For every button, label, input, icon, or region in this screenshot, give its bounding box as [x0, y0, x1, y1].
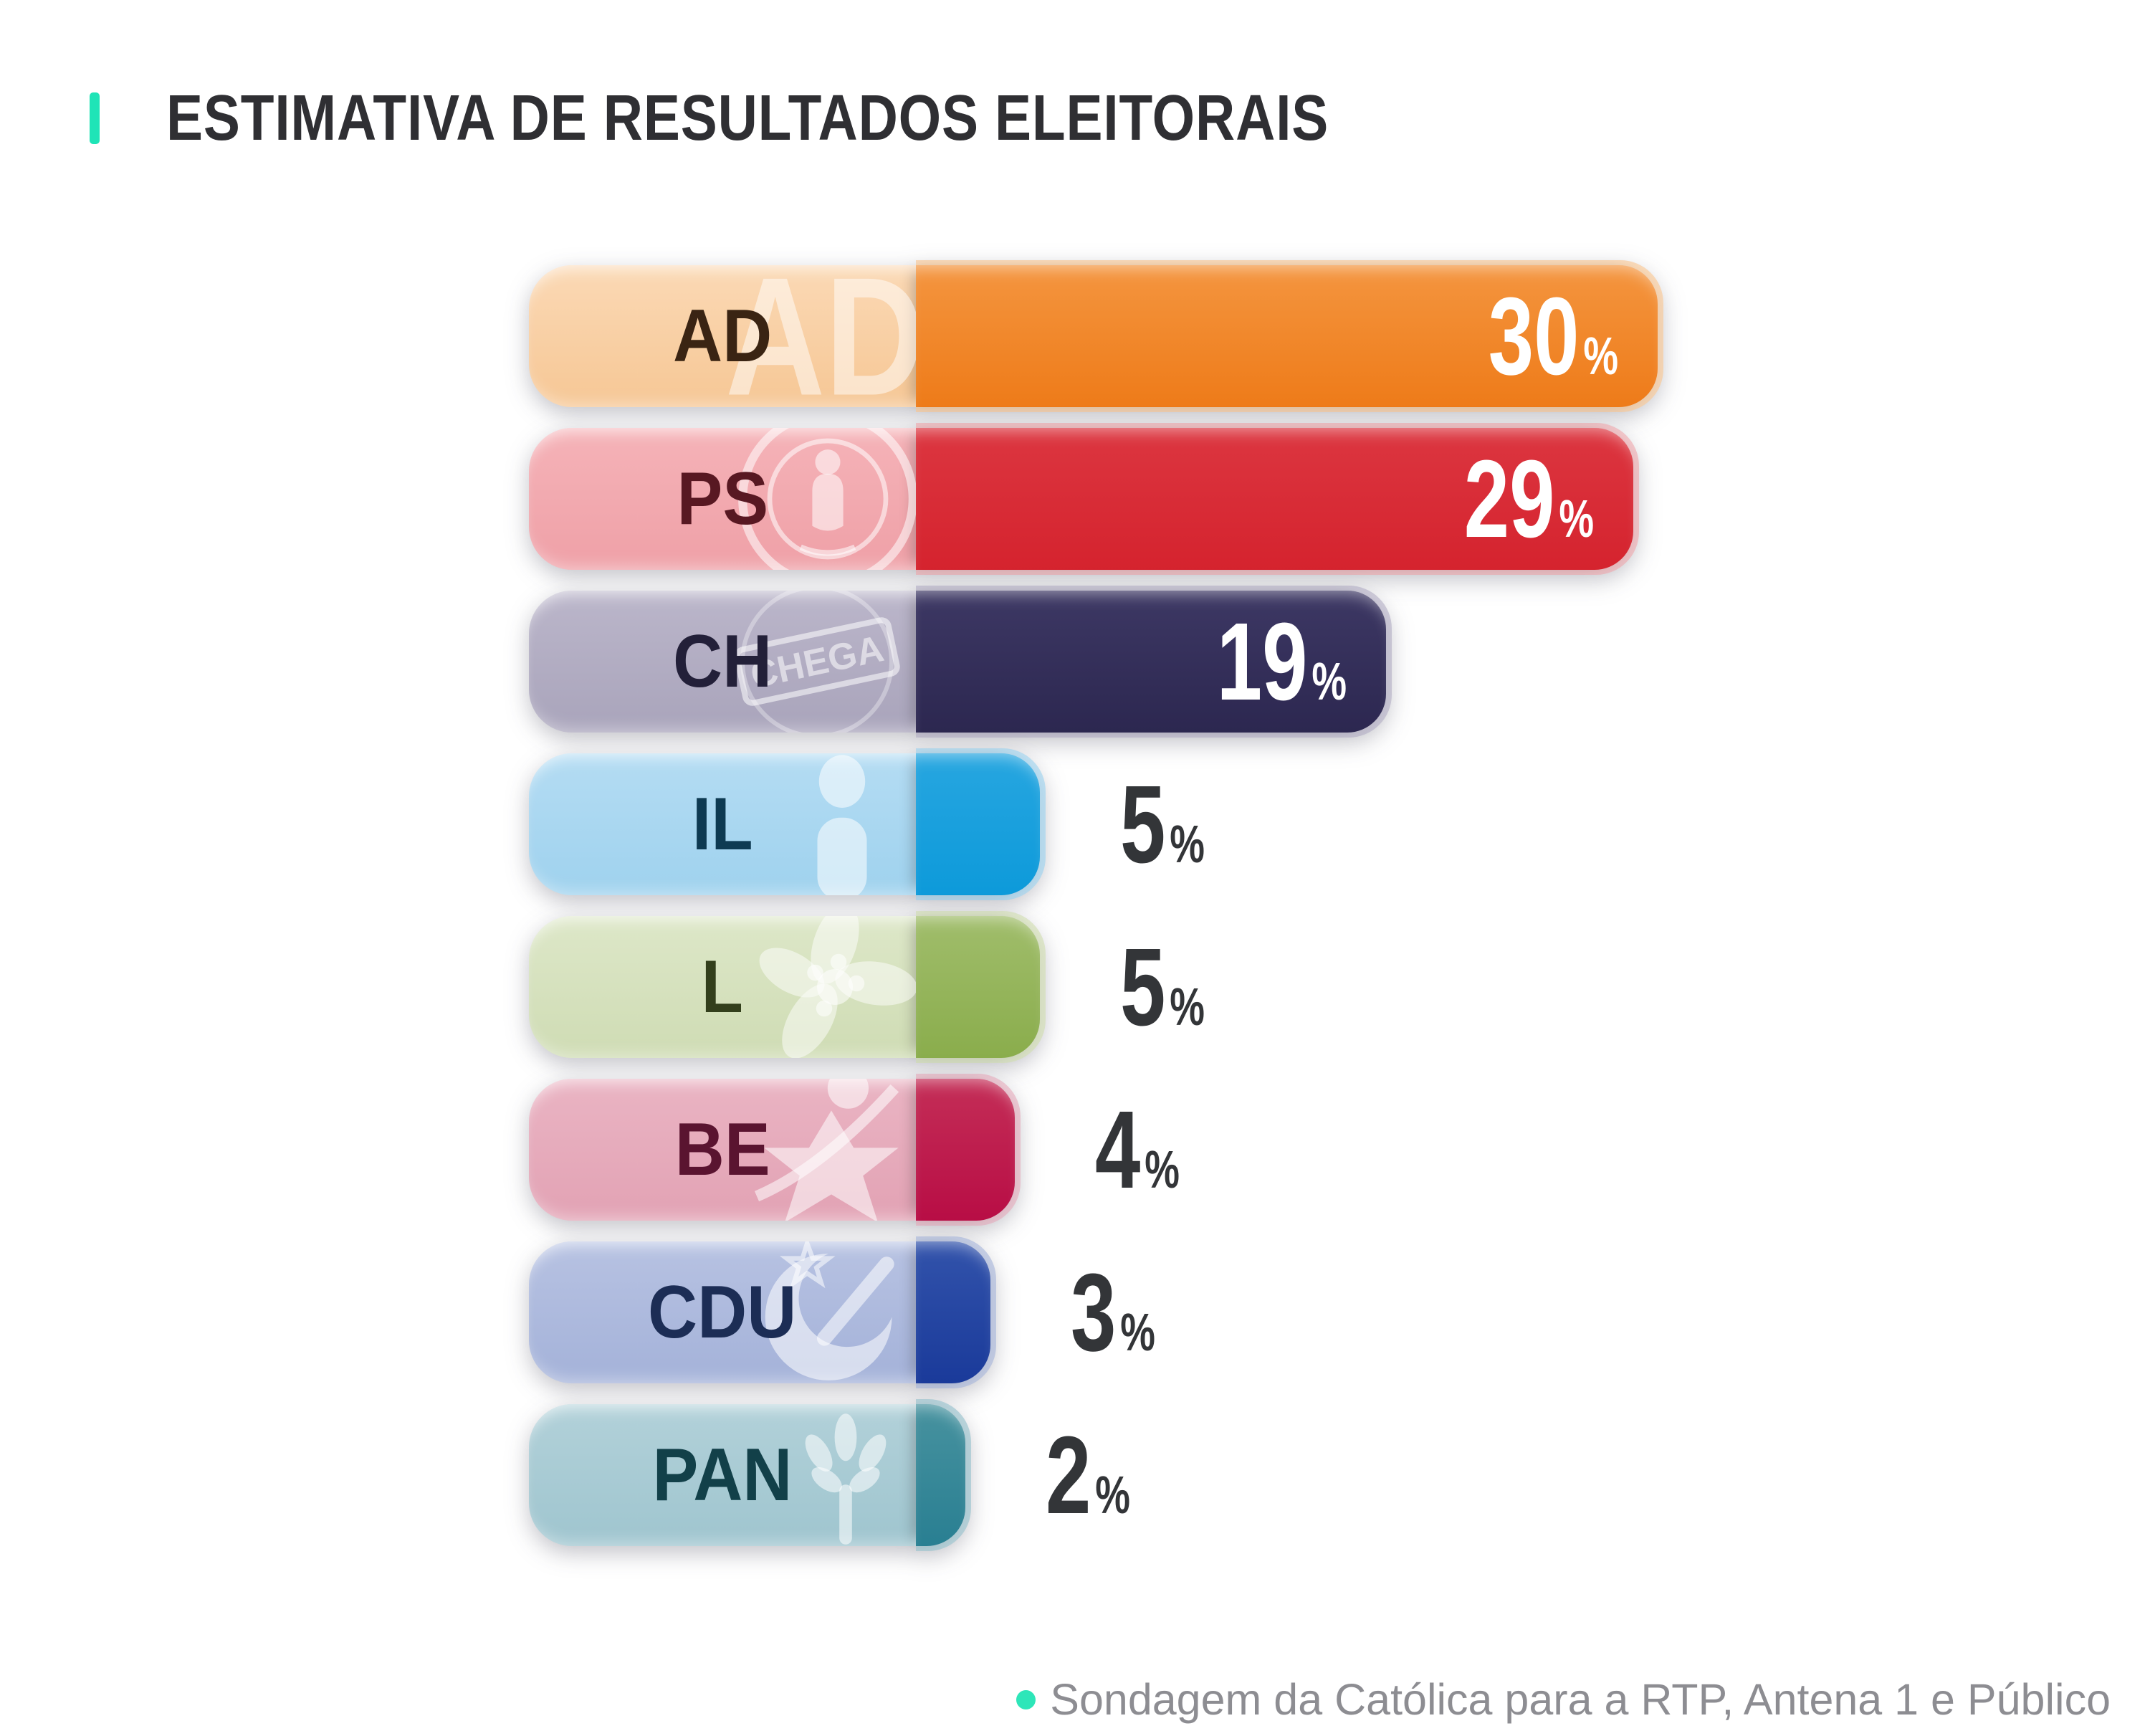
- percent-sign: %: [1170, 977, 1205, 1036]
- ad-monogram-watermark-icon: AD: [725, 265, 916, 407]
- value-number: 5: [1120, 925, 1166, 1049]
- bar-label-zone: PAN: [529, 1404, 916, 1546]
- bar: AD AD 30%: [529, 260, 1663, 412]
- bar-row: PAN 2% 2%: [529, 1399, 1658, 1551]
- value-label-inside: 29%: [1464, 444, 1594, 554]
- value-label-outside: 5%: [1120, 932, 1205, 1042]
- source-note: Sondagem da Católica para a RTP, Antena …: [1016, 1675, 2111, 1724]
- percent-sign: %: [1120, 1302, 1156, 1362]
- bar-value-segment: 5%: [916, 911, 1046, 1063]
- percent-sign: %: [1170, 814, 1205, 874]
- bar-label-zone: AD AD: [529, 265, 916, 407]
- bar-label-zone: IL: [529, 753, 916, 895]
- value-number: 4: [1095, 1088, 1141, 1211]
- bar: PAN 2%: [529, 1399, 971, 1551]
- bar: CDU 3%: [529, 1236, 996, 1388]
- value-number: 30: [1488, 275, 1580, 398]
- bar-value-segment: 30%: [916, 260, 1663, 412]
- party-label: CH: [672, 620, 773, 703]
- bar: L 5%: [529, 911, 1046, 1063]
- bar-label-zone: PS: [529, 428, 916, 570]
- percent-sign: %: [1559, 489, 1594, 548]
- bar-chart: AD AD 30% 30% PS 29%: [529, 260, 1663, 1567]
- value-label-outside: 5%: [1120, 769, 1205, 879]
- bar-value-segment: 5%: [916, 748, 1046, 900]
- bar-row: AD AD 30% 30%: [529, 260, 1663, 412]
- bar-label-zone: L: [529, 916, 916, 1058]
- title-accent-bar: [90, 92, 100, 144]
- bar-row: PS 29% 29%: [529, 423, 1658, 575]
- bar-value-segment: 4%: [916, 1074, 1021, 1226]
- bullet-icon: [1016, 1690, 1036, 1710]
- il-person-watermark-icon: [760, 753, 916, 895]
- bar-value-segment: 19%: [916, 586, 1392, 738]
- value-label-outside: 4%: [1095, 1094, 1180, 1205]
- bar: PS 29%: [529, 423, 1639, 575]
- party-label: PAN: [652, 1434, 793, 1517]
- bar-row: L 5% 5%: [529, 911, 1658, 1063]
- page-title: ESTIMATIVA DE RESULTADOS ELEITORAIS: [166, 86, 1534, 151]
- percent-sign: %: [1312, 652, 1347, 711]
- bar: IL 5%: [529, 748, 1046, 900]
- bar-row: CDU 3% 3%: [529, 1236, 1658, 1388]
- party-label: CDU: [648, 1271, 797, 1354]
- value-label-inside: 19%: [1217, 606, 1347, 717]
- percent-sign: %: [1095, 1465, 1131, 1525]
- party-label: BE: [674, 1108, 770, 1191]
- party-label: L: [701, 945, 744, 1029]
- bar-value-segment: 29%: [916, 423, 1639, 575]
- bar-label-zone: BE: [529, 1079, 916, 1221]
- bar-value-segment: 2%: [916, 1399, 971, 1551]
- bar-row: IL 5% 5%: [529, 748, 1658, 900]
- value-number: 29: [1463, 437, 1555, 561]
- chega-stamp-watermark-icon: CHEGA: [710, 591, 916, 733]
- percent-sign: %: [1145, 1140, 1180, 1199]
- bar-value-segment: 3%: [916, 1236, 996, 1388]
- cdu-hammer-sickle-watermark-icon: [738, 1241, 916, 1383]
- percent-sign: %: [1583, 326, 1618, 386]
- party-label: AD: [672, 295, 773, 378]
- value-label-outside: 3%: [1071, 1257, 1155, 1368]
- page-title-text: ESTIMATIVA DE RESULTADOS ELEITORAIS: [166, 82, 1329, 154]
- ps-emblem-watermark-icon: [731, 428, 916, 570]
- party-label: IL: [692, 783, 753, 866]
- bar: BE 4%: [529, 1074, 1021, 1226]
- value-number: 2: [1046, 1413, 1091, 1537]
- header: ESTIMATIVA DE RESULTADOS ELEITORAIS: [90, 86, 1534, 151]
- value-number: 5: [1120, 763, 1166, 886]
- value-number: 19: [1216, 600, 1308, 723]
- bar-row: CHEGA CH 19% 19%: [529, 586, 1658, 738]
- value-number: 3: [1071, 1251, 1117, 1374]
- bar-label-zone: CHEGA CH: [529, 591, 916, 733]
- value-label-inside: 30%: [1489, 281, 1618, 391]
- be-star-watermark-icon: [738, 1079, 916, 1221]
- bar-label-zone: CDU: [529, 1241, 916, 1383]
- bar: CHEGA CH 19%: [529, 586, 1392, 738]
- value-label-outside: 2%: [1046, 1420, 1130, 1530]
- party-label: PS: [677, 457, 768, 540]
- source-text: Sondagem da Católica para a RTP, Antena …: [1050, 1675, 2111, 1724]
- bar-row: BE 4% 4%: [529, 1074, 1658, 1226]
- pan-tree-watermark-icon: [767, 1404, 916, 1546]
- livre-flower-watermark-icon: [745, 916, 916, 1058]
